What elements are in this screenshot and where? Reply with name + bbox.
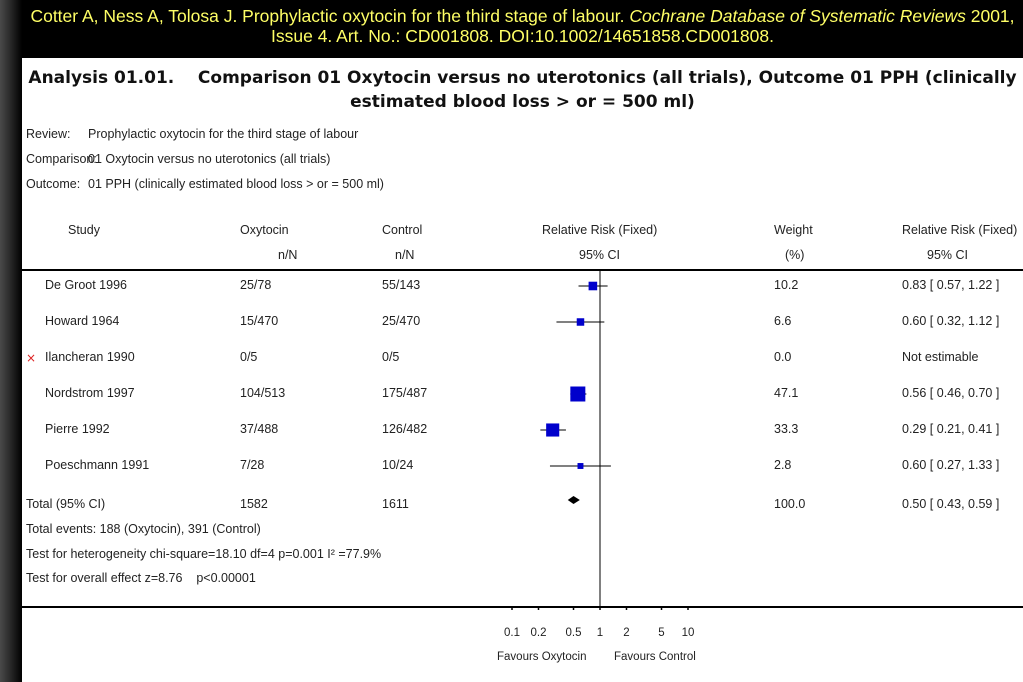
note-heterogeneity: Test for heterogeneity chi-square=18.10 … xyxy=(26,547,382,561)
total-oxytocin: 1582 xyxy=(240,497,268,511)
pooled-diamond xyxy=(567,496,580,504)
citation-details: 2001, Issue 4. Art. No.: CD001808. DOI:1… xyxy=(271,6,1015,46)
meta-comparison: Comparison:01 Oxytocin versus no uteroto… xyxy=(26,152,330,166)
col-header-oxytocin: Oxytocin xyxy=(240,223,289,237)
col-header-control-sub: n/N xyxy=(395,248,415,262)
study-oxytocin: 0/5 xyxy=(240,350,258,364)
axis-tick-label: 0.1 xyxy=(504,627,520,639)
study-control: 25/470 xyxy=(382,314,421,328)
study-weight: 0.0 xyxy=(774,350,792,364)
meta-review-value: Prophylactic oxytocin for the third stag… xyxy=(88,127,359,141)
study-oxytocin: 7/28 xyxy=(240,458,265,472)
study-control: 10/24 xyxy=(382,458,414,472)
study-name: De Groot 1996 xyxy=(45,278,127,292)
header-rule xyxy=(22,269,1023,271)
study-weight: 6.6 xyxy=(774,314,792,328)
study-marker xyxy=(546,423,560,437)
meta-review: Review: Prophylactic oxytocin for the thi… xyxy=(26,127,358,141)
study-control: 0/5 xyxy=(382,350,400,364)
axis-tick-label: 0.2 xyxy=(530,627,546,639)
total-name: Total (95% CI) xyxy=(26,497,106,511)
col-header-rr: Relative Risk (Fixed) xyxy=(542,223,658,237)
study-rr-text: 0.60 [ 0.32, 1.12 ] xyxy=(902,314,1000,328)
meta-outcome-label: Outcome: xyxy=(26,177,81,191)
col-header-rr2: Relative Risk (Fixed) xyxy=(902,223,1018,237)
study-weight: 2.8 xyxy=(774,458,792,472)
study-marker xyxy=(576,318,585,326)
study-oxytocin: 37/488 xyxy=(240,422,279,436)
favours-right-label: Favours Control xyxy=(614,651,696,663)
note-events: Total events: 188 (Oxytocin), 391 (Contr… xyxy=(26,522,261,536)
col-header-control: Control xyxy=(382,223,423,237)
axis-tick-label: 5 xyxy=(658,627,664,639)
meta-outcome: Outcome: 01 PPH (clinically estimated blo… xyxy=(26,177,384,191)
study-control: 55/143 xyxy=(382,278,421,292)
study-control: 126/482 xyxy=(382,422,428,436)
study-marker xyxy=(588,281,598,291)
col-header-rr-sub: 95% CI xyxy=(579,248,620,262)
study-name: Howard 1964 xyxy=(45,314,120,328)
axis-tick-label: 2 xyxy=(623,627,629,639)
study-weight: 47.1 xyxy=(774,386,799,400)
analysis-title: Analysis 01.01. Comparison 01 Oxytocin v… xyxy=(22,66,1023,114)
analysis-title-line1: Analysis 01.01. Comparison 01 Oxytocin v… xyxy=(28,68,1017,88)
citation-authors-title: Cotter A, Ness A, Tolosa J. Prophylactic… xyxy=(30,6,630,26)
total-weight: 100.0 xyxy=(774,497,806,511)
study-rr-text: 0.29 [ 0.21, 0.41 ] xyxy=(902,422,1000,436)
study-rr-text: 0.83 [ 0.57, 1.22 ] xyxy=(902,278,1000,292)
study-marker xyxy=(577,463,584,469)
forest-plot-chart: 0.1 0.2 0.5 1 2 5 10 xyxy=(504,270,695,639)
study-rr-text: 0.60 [ 0.27, 1.33 ] xyxy=(902,458,1000,472)
total-rr-text: 0.50 [ 0.43, 0.59 ] xyxy=(902,497,1000,511)
study-name: Ilancheran 1990 xyxy=(45,350,135,364)
meta-outcome-value: 01 PPH (clinically estimated blood loss … xyxy=(88,177,384,191)
forest-plot-panel: Analysis 01.01. Comparison 01 Oxytocin v… xyxy=(22,58,1023,682)
study-weight: 10.2 xyxy=(774,278,799,292)
meta-review-label: Review: xyxy=(26,127,71,141)
total-control: 1611 xyxy=(382,497,409,511)
col-header-study: Study xyxy=(68,223,100,237)
col-header-rr2-sub: 95% CI xyxy=(927,248,968,262)
excluded-marker: × xyxy=(26,351,37,365)
col-header-weight: Weight xyxy=(774,223,813,237)
favours-left-label: Favours Oxytocin xyxy=(497,651,587,663)
citation-journal: Cochrane Database of Systematic Reviews xyxy=(629,6,966,26)
study-rr-text: Not estimable xyxy=(902,350,979,364)
col-header-weight-sub: (%) xyxy=(785,248,805,262)
analysis-title-line2: estimated blood loss > or = 500 ml) xyxy=(350,92,695,112)
study-name: Poeschmann 1991 xyxy=(45,458,150,472)
axis-tick-label: 0.5 xyxy=(566,627,582,639)
study-name: Nordstrom 1997 xyxy=(45,386,135,400)
study-weight: 33.3 xyxy=(774,422,799,436)
study-control: 175/487 xyxy=(382,386,428,400)
study-oxytocin: 104/513 xyxy=(240,386,286,400)
meta-comparison-value: 01 Oxytocin versus no uterotonics (all t… xyxy=(88,152,331,166)
study-oxytocin: 25/78 xyxy=(240,278,272,292)
footer-rule xyxy=(22,606,1023,608)
study-oxytocin: 15/470 xyxy=(240,314,279,328)
axis-tick-label: 1 xyxy=(597,627,603,639)
citation-header: Cotter A, Ness A, Tolosa J. Prophylactic… xyxy=(22,6,1023,46)
axis-tick-label: 10 xyxy=(682,627,695,639)
study-name: Pierre 1992 xyxy=(45,422,110,436)
study-marker xyxy=(570,386,586,402)
study-rr-text: 0.56 [ 0.46, 0.70 ] xyxy=(902,386,1000,400)
meta-comparison-label: Comparison: xyxy=(26,152,97,166)
col-header-oxytocin-sub: n/N xyxy=(278,248,298,262)
note-overall: Test for overall effect z=8.76 p<0.00001 xyxy=(26,571,256,585)
